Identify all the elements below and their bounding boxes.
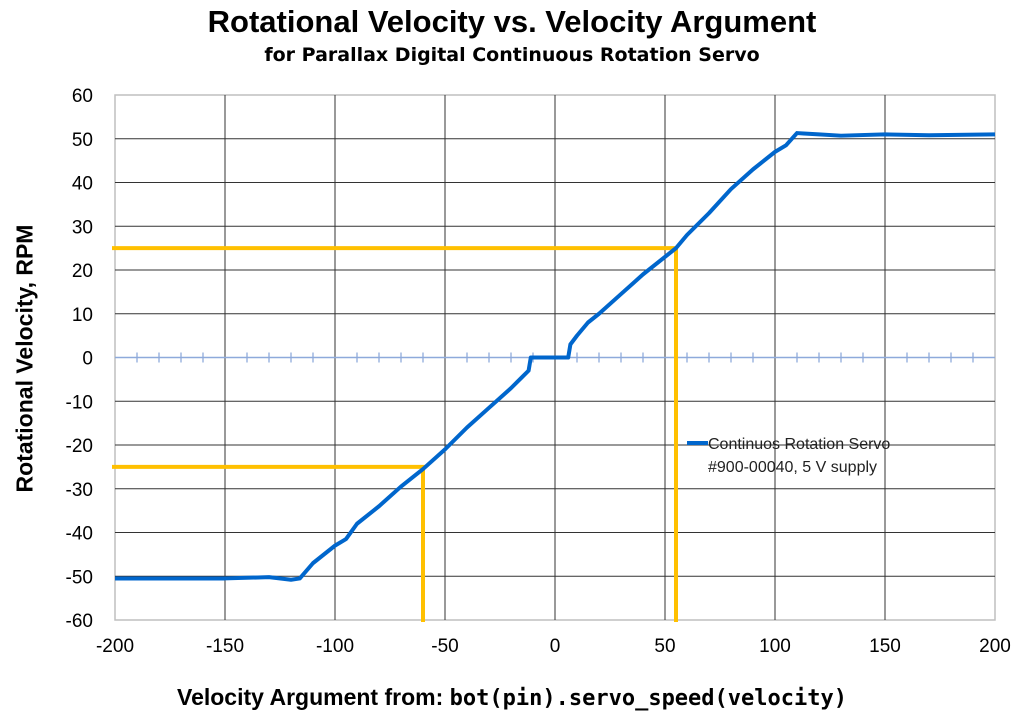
series-line (115, 131, 996, 582)
y-tick-label: 40 (72, 174, 93, 195)
legend-label: #900-00040, 5 V supply (708, 459, 877, 476)
x-axis-label-code: bot(pin).servo_speed(velocity) (449, 686, 847, 711)
x-tick-label: 150 (869, 636, 901, 657)
x-tick-label: 200 (979, 636, 1011, 657)
x-tick-label: -50 (431, 636, 458, 657)
y-tick-label: 30 (72, 217, 93, 238)
x-axis-label: Velocity Argument from: bot(pin).servo_s… (0, 684, 1024, 711)
x-tick-label: -100 (316, 636, 354, 657)
x-tick-label: -150 (206, 636, 244, 657)
y-tick-label: -30 (66, 480, 93, 501)
chart-title: Rotational Velocity vs. Velocity Argumen… (207, 4, 817, 39)
x-tick-label: 0 (550, 636, 561, 657)
y-tick-label: 10 (72, 305, 93, 326)
y-tick-label: 0 (82, 349, 93, 370)
y-tick-label: 20 (72, 261, 93, 282)
x-tick-label: -200 (96, 636, 134, 657)
y-tick-label: -40 (66, 524, 93, 545)
x-axis-label-text: Velocity Argument from: (177, 684, 450, 710)
x-tick-label: 50 (654, 636, 675, 657)
y-tick-label: 50 (72, 130, 93, 151)
y-tick-label: -10 (66, 392, 93, 413)
x-tick-label: 100 (759, 636, 791, 657)
y-tick-label: 60 (72, 86, 93, 107)
chart-subtitle: for Parallax Digital Continuous Rotation… (264, 44, 760, 66)
y-tick-label: -50 (66, 567, 93, 588)
legend-label: Continuos Rotation Servo (708, 436, 890, 453)
y-tick-label: -60 (66, 611, 93, 632)
y-tick-label: -20 (66, 436, 93, 457)
